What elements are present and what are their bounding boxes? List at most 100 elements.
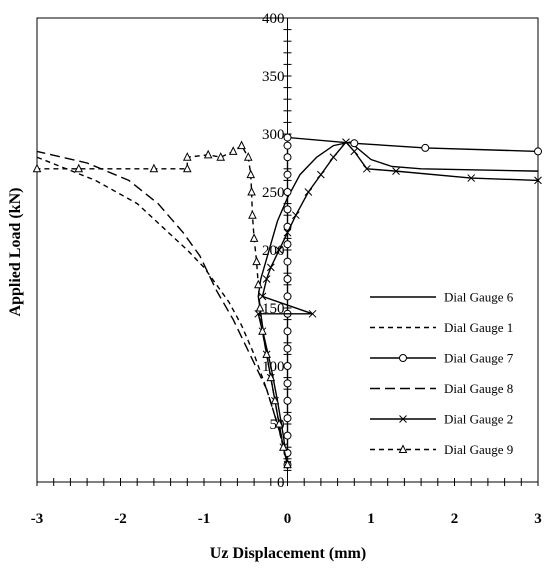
x-marker <box>283 228 292 237</box>
x-tick-label: 3 <box>534 511 542 527</box>
circle-marker <box>283 344 292 353</box>
x-marker <box>350 147 359 156</box>
triangle-marker <box>182 163 192 173</box>
triangle-marker <box>398 444 408 453</box>
x-marker-stroke <box>291 211 300 220</box>
circle-marker <box>350 139 359 148</box>
circle-marker <box>283 362 292 370</box>
x-marker <box>317 170 325 179</box>
x-marker-stroke <box>308 309 317 318</box>
series-4 <box>36 150 289 465</box>
x-marker-stroke <box>350 147 359 156</box>
x-marker <box>362 164 371 173</box>
triangle-marker <box>182 152 192 161</box>
x-marker <box>262 275 271 283</box>
legend-item: Dial Gauge 1 <box>370 320 513 335</box>
x-marker <box>342 138 350 146</box>
legend-item: Dial Gauge 7 <box>370 351 514 366</box>
triangle-marker <box>248 210 257 219</box>
triangle-marker <box>216 152 226 161</box>
series-line <box>36 156 289 465</box>
triangle-marker <box>247 186 256 196</box>
x-marker-stroke <box>534 176 542 185</box>
x-marker-stroke <box>275 246 284 254</box>
x-marker-stroke <box>258 292 267 301</box>
x-marker <box>329 153 338 162</box>
x-marker <box>399 415 407 423</box>
triangle-marker <box>270 395 280 405</box>
circle-marker <box>283 153 292 162</box>
x-marker-stroke <box>329 153 338 162</box>
y-tick-label: 0 <box>277 475 285 491</box>
circle-marker <box>283 379 292 388</box>
triangle-marker <box>255 302 265 312</box>
series-3 <box>283 133 542 469</box>
circle-marker <box>283 396 292 405</box>
triangle-marker <box>32 163 42 173</box>
x-marker-stroke <box>304 188 313 196</box>
y-tick-label: 150 <box>262 301 285 317</box>
circle-marker <box>283 205 292 214</box>
x-marker-stroke <box>399 415 407 423</box>
series-1 <box>257 141 539 465</box>
x-marker <box>467 174 476 182</box>
x-tick-label: -2 <box>114 511 127 527</box>
triangle-marker <box>266 372 276 382</box>
circle-marker <box>283 188 292 196</box>
series-2 <box>36 156 289 465</box>
x-tick-label: 1 <box>367 511 375 527</box>
circle-marker <box>534 147 542 156</box>
legend-item: Dial Gauge 9 <box>370 442 513 457</box>
legend-item: Dial Gauge 8 <box>370 381 513 396</box>
x-tick-label: -1 <box>198 511 211 527</box>
circle-marker <box>283 431 292 440</box>
circle-marker <box>283 240 292 249</box>
legend-label: Dial Gauge 9 <box>444 442 513 457</box>
legend-item: Dial Gauge 2 <box>370 412 513 427</box>
x-axis-title: Uz Displacement (mm) <box>210 545 366 562</box>
triangle-marker <box>149 163 159 173</box>
triangle-marker <box>237 140 246 150</box>
y-tick-label: 100 <box>262 359 285 375</box>
triangle-marker <box>249 233 259 242</box>
x-marker-stroke <box>362 164 371 173</box>
x-marker-stroke <box>467 174 476 182</box>
legend-label: Dial Gauge 1 <box>444 320 513 335</box>
y-tick-label: 350 <box>262 69 285 85</box>
triangle-marker <box>279 442 288 451</box>
x-marker <box>308 309 317 318</box>
x-tick-label: -3 <box>31 511 44 527</box>
x-tick-label: 2 <box>451 511 459 527</box>
x-marker <box>258 292 267 301</box>
x-marker <box>304 188 313 196</box>
triangle-marker <box>243 152 253 161</box>
circle-marker <box>283 414 292 423</box>
y-tick-label: 400 <box>262 11 285 27</box>
legend: Dial Gauge 6 Dial Gauge 1 Dial Gauge 7 Dial… <box>370 290 514 457</box>
x-marker-stroke <box>317 170 325 179</box>
series-6 <box>32 140 292 469</box>
triangle-marker <box>283 459 292 469</box>
circle-marker <box>283 133 292 142</box>
x-marker-stroke <box>283 228 292 237</box>
triangle-marker <box>274 418 284 428</box>
x-marker-stroke <box>262 275 271 283</box>
circle-marker <box>283 141 292 150</box>
series-line <box>36 150 289 465</box>
x-marker <box>266 263 275 272</box>
x-marker <box>534 176 542 185</box>
legend-item: Dial Gauge 6 <box>370 290 514 305</box>
triangle-marker <box>203 149 213 159</box>
circle-marker <box>283 292 292 301</box>
triangle-marker <box>228 146 238 155</box>
series-layer <box>32 133 542 469</box>
triangle-marker <box>246 169 256 179</box>
circle-marker <box>283 170 292 179</box>
triangle-marker <box>253 279 263 289</box>
y-tick-label: 250 <box>262 185 285 201</box>
x-tick-label: 0 <box>284 511 292 527</box>
circle-marker <box>283 327 292 336</box>
legend-label: Dial Gauge 7 <box>444 351 514 366</box>
legend-label: Dial Gauge 2 <box>444 412 513 427</box>
